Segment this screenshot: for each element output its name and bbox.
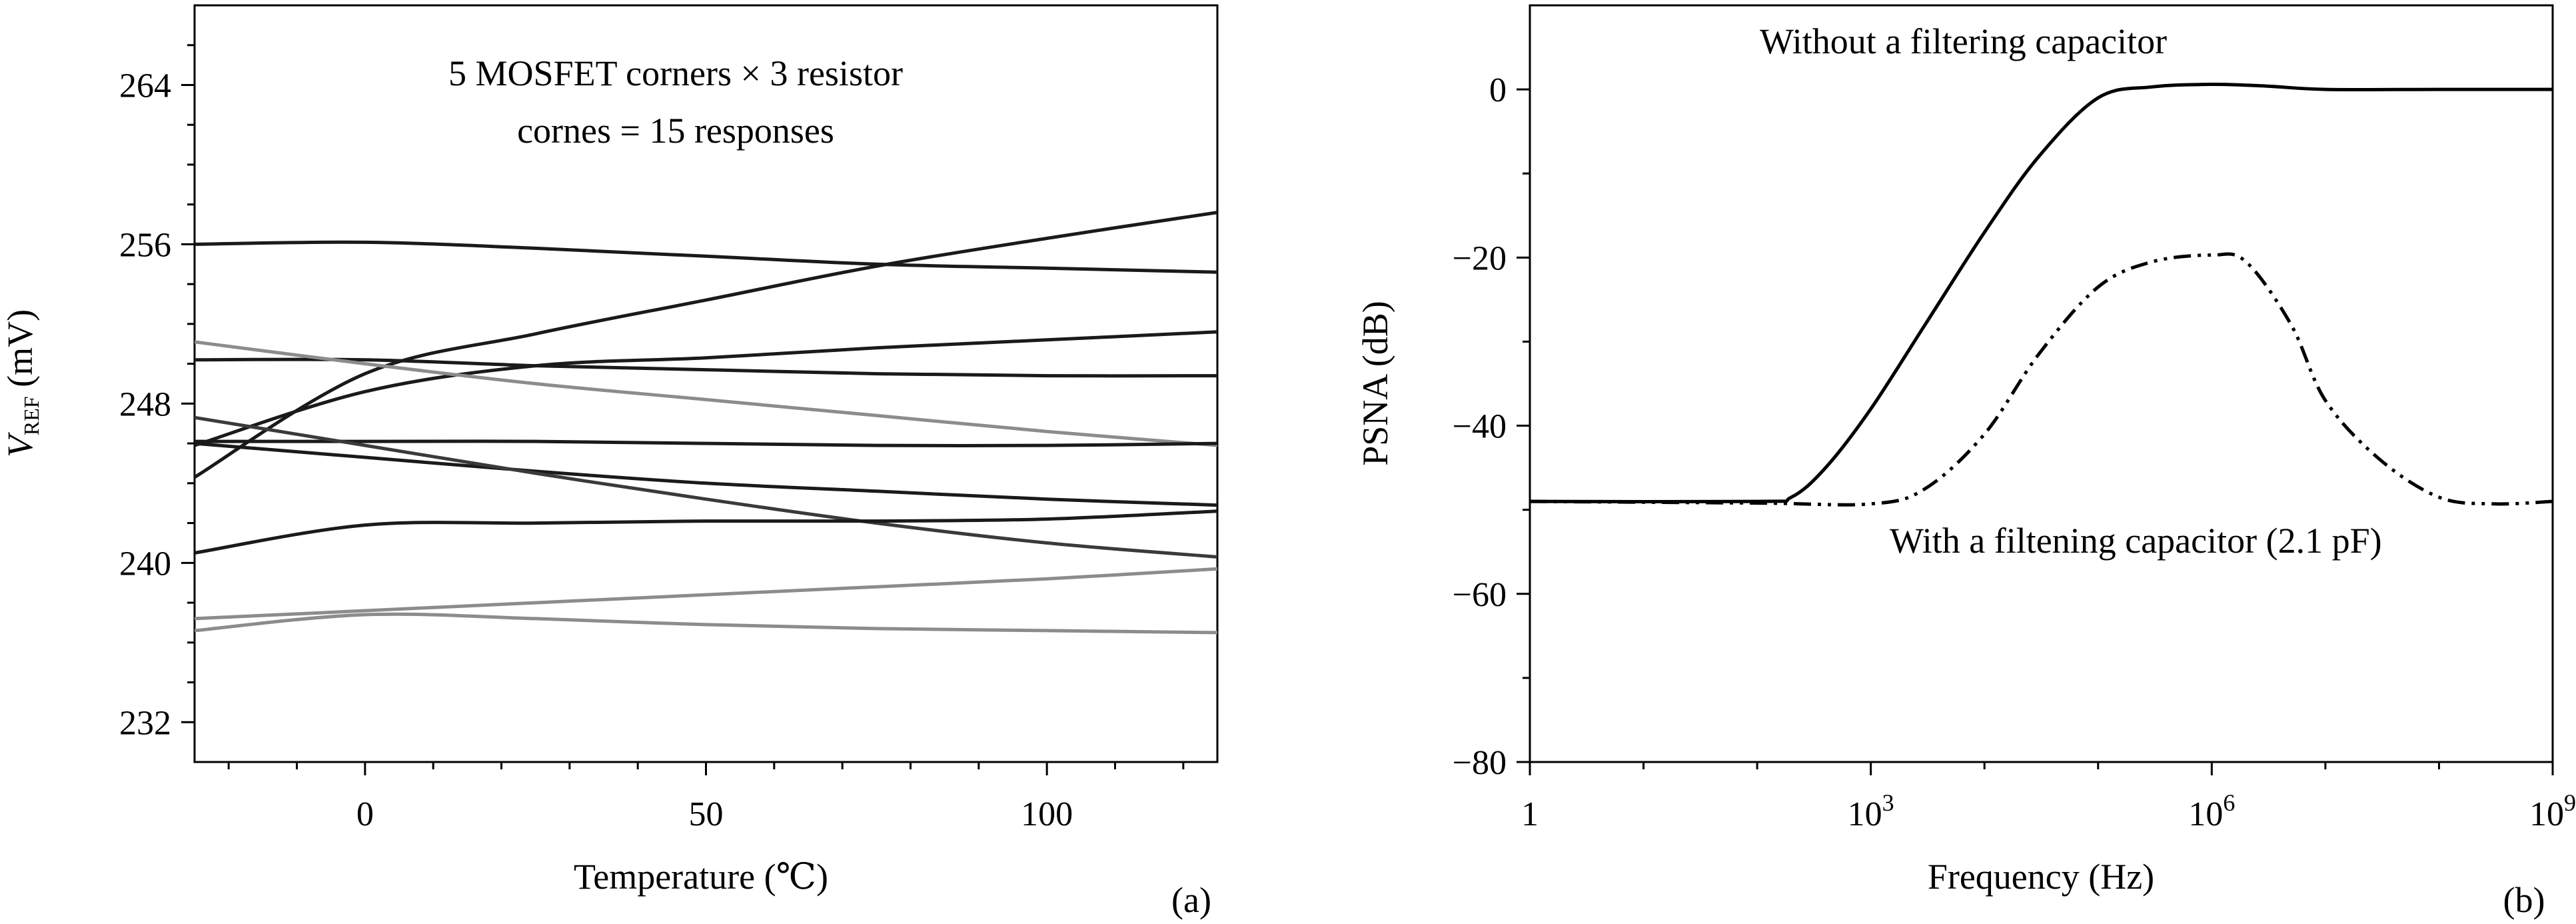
y-tick-label-a: 248 [119,385,171,423]
panel-label-a: (a) [1171,880,1211,920]
series-line-a-3 [194,330,1218,447]
series-line-a-11 [194,612,1218,635]
series-line-a-7 [194,441,1218,507]
y-tick-label-b: −80 [1453,744,1507,782]
x-axis-ticks-b: 1 103 106 109 [1521,762,2576,833]
y-axis-label-b: PSNA (dB) [1355,301,1395,466]
x-tick-label-b: 1 [1521,795,1539,833]
annotation-a-line1: 5 MOSFET corners × 3 resistor [448,53,903,93]
series-line-a-6 [194,439,1218,447]
y-tick-label-a: 264 [119,67,171,105]
annotation-with-capacitor: With a filtening capacitor (2.1 pF) [1890,521,2382,561]
y-tick-label-b: −60 [1453,576,1507,614]
series-line-without-capacitor [1529,82,2553,504]
y-tick-label-a: 232 [119,704,171,742]
x-axis-label-b: Frequency (Hz) [1928,857,2154,897]
series-group-a [193,211,1218,635]
series-line-a-8 [194,415,1218,559]
series-line-a-10 [194,567,1218,621]
series-line-a-1 [194,240,1218,274]
panel-a: 0 50 100 232 240 248 256 264 5 MOSFET corners … [0,4,1219,920]
series-line-a-9 [194,509,1218,555]
annotation-without-capacitor: Without a filtering capacitor [1760,21,2167,61]
y-tick-label-a: 240 [119,545,171,583]
x-axis-label-a: Temperature (℃) [574,857,828,897]
y-axis-ticks-b: 0 −20 −40 −60 −80 [1453,71,1530,782]
x-tick-label-b: 106 [2188,789,2235,833]
y-tick-label-b: 0 [1489,71,1507,109]
x-tick-label-b: 109 [2529,789,2576,833]
y-axis-ticks-a: 232 240 248 256 264 [119,44,195,742]
panel-label-b: (b) [2503,880,2545,920]
panel-b: 1 103 106 109 0 −20 −40 −60 −80 Without a filte… [1355,4,2576,920]
series-line-a-4 [194,357,1218,378]
plot-frame-b [1529,4,2554,763]
series-line-a-5 [194,340,1218,447]
y-tick-label-b: −40 [1453,408,1507,446]
x-tick-label-a: 100 [1021,795,1073,833]
x-tick-label-a: 0 [356,795,374,833]
y-axis-label-a: VREF (mV) [0,309,43,457]
series-line-with-capacitor [1529,252,2553,507]
x-tick-label-b: 103 [1848,789,1894,833]
annotation-a-line2: cornes = 15 responses [517,111,834,151]
series-group-b [1529,82,2553,507]
y-tick-label-b: −20 [1453,239,1507,277]
series-line-a-2 [193,211,1218,479]
y-tick-label-a: 256 [119,226,171,264]
x-tick-label-a: 50 [689,795,724,833]
x-axis-ticks-a: 0 50 100 [227,762,1185,833]
